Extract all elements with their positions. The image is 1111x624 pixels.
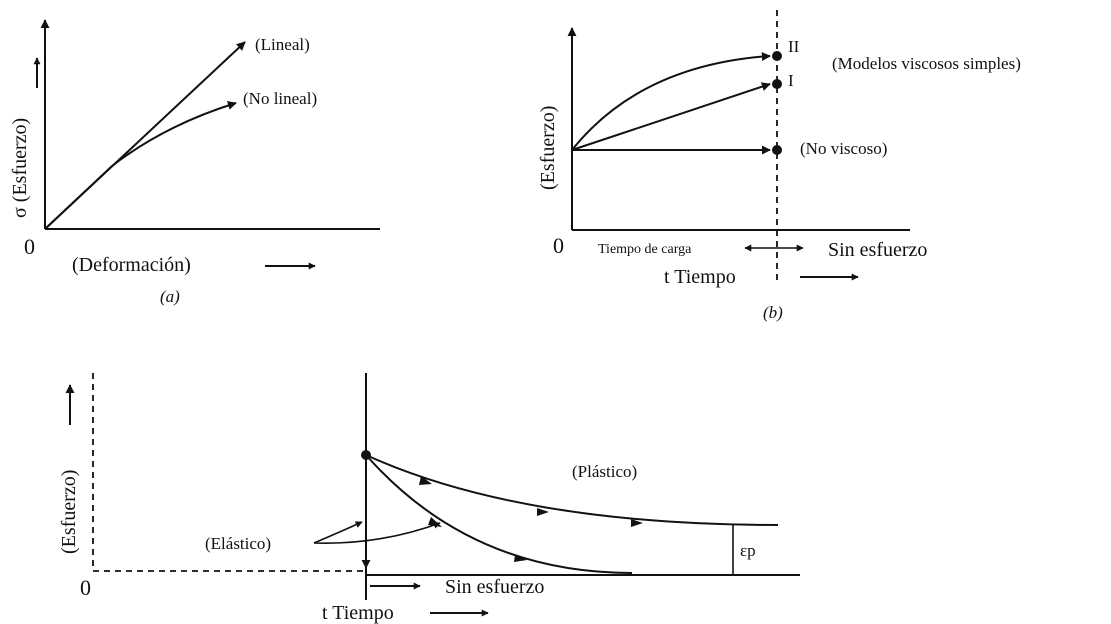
panel-b-x-label: t Tiempo: [664, 266, 736, 288]
panel-c-plastic-curve: [365, 454, 779, 526]
panel-b-label-I: I: [788, 71, 794, 90]
panel-c-plastic-arrowhead-2: [537, 508, 549, 516]
panel-a-caption: (a): [160, 287, 180, 306]
panel-b-curve-II: [571, 52, 771, 151]
panel-a-origin: 0: [24, 234, 35, 259]
panel-c-y-label: (Esfuerzo): [58, 470, 80, 554]
panel-c-plastic-label: (Plástico): [572, 462, 637, 481]
panel-b-origin: 0: [553, 233, 564, 258]
panel-c-elastic-pointer-2: [313, 521, 441, 544]
panel-a-y-label: σ (Esfuerzo): [9, 118, 31, 218]
panel-a-linear-label: (Lineal): [255, 35, 310, 54]
panel-a-nonlinear-curve: [44, 101, 237, 230]
panel-b-nonviscous-label: (No viscoso): [800, 139, 887, 158]
panel-b-point-nonviscous: [772, 145, 782, 155]
panel-c-elastic-curve: [365, 454, 633, 574]
panel-b-point-I: [772, 79, 782, 89]
panel-c-epsp-label: εp: [740, 541, 756, 560]
panel-c-x-label: t Tiempo: [322, 602, 394, 624]
panel-a-nonlinear-label: (No lineal): [243, 89, 317, 108]
panel-b-load-time: Tiempo de carga: [598, 242, 692, 257]
panel-c-origin: 0: [80, 575, 91, 600]
panel-c-no-stress-label: Sin esfuerzo: [445, 576, 544, 598]
panel-b-point-II: [772, 51, 782, 61]
panel-c-plastic-arrowhead-1: [419, 476, 432, 485]
panel-a: 0 σ (Esfuerzo) (Deformación) (a) (Lineal…: [9, 19, 380, 306]
panel-b-label-II: II: [788, 37, 800, 56]
panel-c-elastic-pointer-1: [313, 521, 363, 544]
panel-b-y-label: (Esfuerzo): [537, 106, 559, 190]
panel-b-curve-I: [571, 82, 771, 151]
panel-b: 0 (Esfuerzo) Tiempo de carga Sin esfuerz…: [537, 10, 1021, 322]
panel-b-caption: (b): [763, 303, 783, 322]
panel-b-no-stress: Sin esfuerzo: [828, 239, 927, 261]
panel-a-x-label: (Deformación): [72, 254, 191, 276]
panel-c-elastic-label: (Elástico): [205, 534, 271, 553]
panel-c: 0 (Esfuerzo) (Plástico) (Elástico) εp Si…: [58, 373, 800, 624]
panel-c-elastic-arrowhead-2: [514, 555, 527, 562]
panel-c-plastic-arrowhead-3: [631, 519, 643, 527]
panel-b-simple-viscous-label: (Modelos viscosos simples): [832, 54, 1021, 73]
